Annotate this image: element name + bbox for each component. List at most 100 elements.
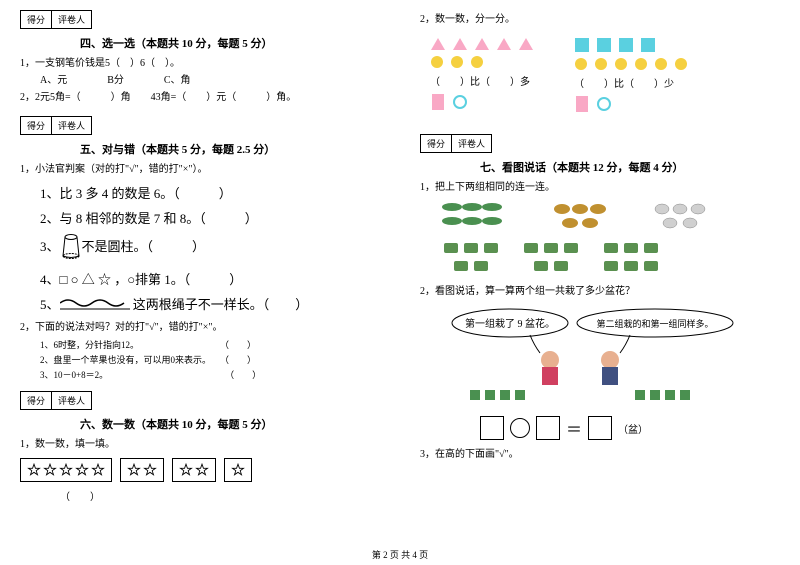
star-row xyxy=(20,458,380,482)
star-icon xyxy=(27,463,41,477)
section5-title: 五、对与错（本题共 5 分，每题 2.5 分） xyxy=(80,141,380,157)
q5-3-text: 不是圆柱。（ ） xyxy=(82,239,206,254)
speech1-text: 第一组栽了 9 盆花。 xyxy=(465,317,555,330)
pot-group-icon xyxy=(600,239,680,279)
q7-1: 1，把上下两组相同的连一连。 xyxy=(420,181,780,195)
q5-5-text: 这两根绳子不一样长。（ ） xyxy=(133,297,309,312)
score-label: 得分 xyxy=(21,392,52,409)
triangle-icon xyxy=(474,37,490,51)
q5b-intro: 2，下面的说法对吗？对的打"√"，错的打"×"。 xyxy=(20,321,380,335)
grader-label: 评卷人 xyxy=(52,392,91,409)
circle-icon xyxy=(430,55,444,69)
score-box-7: 得分 评卷人 xyxy=(420,134,492,153)
eq-box[interactable] xyxy=(536,416,560,440)
rect-icon xyxy=(574,94,590,114)
rect-circle-row-2 xyxy=(574,94,688,114)
speech2-text: 第二组栽的和第一组同样多。 xyxy=(596,318,713,329)
section7-title: 七、看图说话（本题共 12 分，每题 4 分） xyxy=(480,159,780,175)
square-icon xyxy=(574,37,590,53)
duck-group-icon xyxy=(550,199,620,235)
chicken-group-icon xyxy=(650,199,720,235)
rect-circle-row xyxy=(430,92,534,112)
square-icon xyxy=(618,37,634,53)
score-box-6: 得分 评卷人 xyxy=(20,391,92,410)
q4-2: 2，2元5角=（ ）角 43角=（ ）元（ ）角。 xyxy=(20,91,380,105)
q5-5: 5、 这两根绳子不一样长。（ ） xyxy=(40,294,380,315)
triangle-icon xyxy=(496,37,512,51)
score-label: 得分 xyxy=(21,117,52,134)
animals-row xyxy=(440,199,780,235)
pot-group-icon xyxy=(440,239,500,279)
star-box-2b xyxy=(172,458,216,482)
star-icon xyxy=(143,463,157,477)
star-icon xyxy=(43,463,57,477)
eq-suffix: （盆） xyxy=(618,421,648,436)
star-icon xyxy=(75,463,89,477)
squares-row xyxy=(574,37,688,53)
q5-4: 4、□ ○ △ ☆ ，○排第 1。（ ） xyxy=(40,269,380,288)
cone-icon xyxy=(60,233,82,263)
q7-2: 2，看图说话，算一算两个组一共栽了多少盆花？ xyxy=(420,285,780,299)
square-icon xyxy=(596,37,612,53)
circle-icon xyxy=(470,55,484,69)
circles-row-2 xyxy=(574,57,688,71)
q7-3: 3，在高的下面画"√"。 xyxy=(420,448,780,462)
star-icon xyxy=(231,463,245,477)
star-icon xyxy=(195,463,209,477)
equation-row: ＝ （盆） xyxy=(480,416,780,440)
q6-paren: （ ） xyxy=(60,488,380,503)
q4-1: 1，一支钢笔价钱是5（ ）6（ ）。 xyxy=(20,57,380,71)
circle-icon xyxy=(654,57,668,71)
score-box-5: 得分 评卷人 xyxy=(20,116,92,135)
triangles-row xyxy=(430,37,534,51)
circle-icon xyxy=(674,57,688,71)
star-icon xyxy=(59,463,73,477)
right-column: 2，数一数，分一分。 （ ）比（ ）多 xyxy=(400,0,800,565)
circle-outline-icon xyxy=(452,94,468,110)
circle-icon xyxy=(450,55,464,69)
circle-icon xyxy=(634,57,648,71)
compare-less-text: （ ）比（ ）少 xyxy=(574,75,688,90)
rect-icon xyxy=(430,92,446,112)
compare-group-less: （ ）比（ ）少 xyxy=(574,33,688,118)
shape-compare-row: （ ）比（ ）多 （ xyxy=(430,33,780,118)
star-box-2 xyxy=(120,458,164,482)
page-footer: 第 2 页 共 4 页 xyxy=(0,548,800,561)
q5-1: 1、比 3 多 4 的数是 6。（ ） xyxy=(40,183,380,202)
triangle-icon xyxy=(518,37,534,51)
triangle-icon xyxy=(452,37,468,51)
q6-intro: 1，数一数，填一填。 xyxy=(20,438,380,452)
speech-scene: 第一组栽了 9 盆花。 第二组栽的和第一组同样多。 xyxy=(440,305,780,408)
eq-box[interactable] xyxy=(588,416,612,440)
square-icon xyxy=(640,37,656,53)
score-label: 得分 xyxy=(21,11,52,28)
pots-row xyxy=(440,239,780,279)
eq-circle[interactable] xyxy=(510,418,530,438)
circle-icon xyxy=(594,57,608,71)
score-label: 得分 xyxy=(421,135,452,152)
star-icon xyxy=(91,463,105,477)
circle-icon xyxy=(574,57,588,71)
eq-box[interactable] xyxy=(480,416,504,440)
q5b-1: 1、6时整，分针指向12。 （ ） xyxy=(40,338,380,351)
compare-more-text: （ ）比（ ）多 xyxy=(430,73,534,88)
q5-3: 3、不是圆柱。（ ） xyxy=(40,233,380,263)
q6-2: 2，数一数，分一分。 xyxy=(420,13,780,27)
section6-title: 六、数一数（本题共 10 分，每题 5 分） xyxy=(80,416,380,432)
equals-sign: ＝ xyxy=(566,416,582,440)
q5-intro: 1，小法官判案（对的打"√"，错的打"×"）。 xyxy=(20,163,380,177)
star-box-1 xyxy=(224,458,252,482)
q5b-2: 2、盘里一个苹果也没有，可以用0来表示。 （ ） xyxy=(40,353,380,366)
grader-label: 评卷人 xyxy=(52,11,91,28)
score-box-4: 得分 评卷人 xyxy=(20,10,92,29)
q4-1-opts: A、元 B分 C、角 xyxy=(40,74,380,88)
left-column: 得分 评卷人 四、选一选（本题共 10 分，每题 5 分） 1，一支钢笔价钱是5… xyxy=(0,0,400,565)
q5b-3: 3、10－0+8＝2。 （ ） xyxy=(40,368,380,381)
circle-outline-icon xyxy=(596,96,612,112)
circles-row xyxy=(430,55,534,69)
compare-group-more: （ ）比（ ）多 xyxy=(430,33,534,118)
section4-title: 四、选一选（本题共 10 分，每题 5 分） xyxy=(80,35,380,51)
grader-label: 评卷人 xyxy=(52,117,91,134)
star-box-5 xyxy=(20,458,112,482)
star-icon xyxy=(127,463,141,477)
